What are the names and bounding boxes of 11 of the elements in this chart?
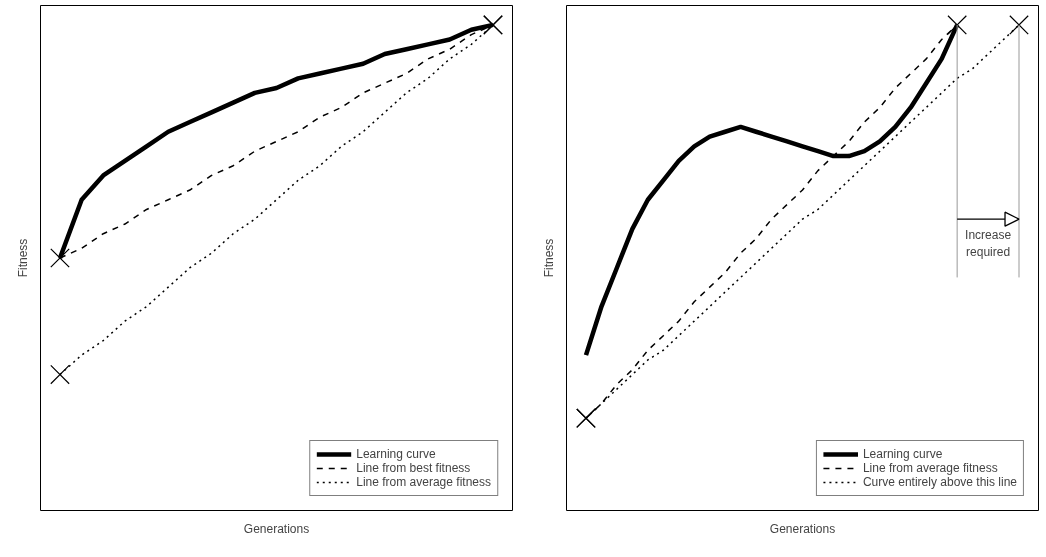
- legend-label: Learning curve: [356, 447, 436, 461]
- legend-label: Line from average fitness: [862, 461, 998, 475]
- y-axis-title: Fitness: [15, 238, 30, 278]
- legend-label: Line from best fitness: [356, 461, 471, 475]
- y-axis-title: Fitness: [541, 238, 556, 278]
- x-axis-title: Generations: [769, 521, 836, 536]
- legend-label: Learning curve: [862, 447, 943, 461]
- legend-label: Curve entirely above this line: [862, 475, 1017, 489]
- annotation: Increase required: [965, 227, 1012, 259]
- legend-label: Line from average fitness: [356, 475, 491, 489]
- x-axis-title: Generations: [243, 521, 310, 536]
